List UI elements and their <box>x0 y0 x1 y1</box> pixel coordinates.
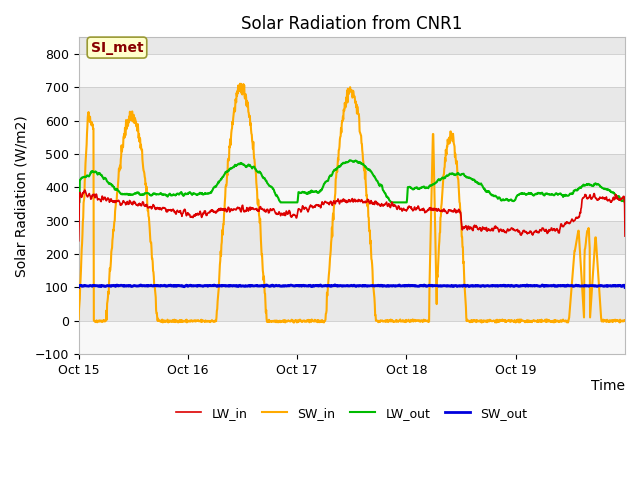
Bar <box>79 87 625 120</box>
Bar <box>79 254 625 288</box>
Text: Time: Time <box>591 380 625 394</box>
Title: Solar Radiation from CNR1: Solar Radiation from CNR1 <box>241 15 463 33</box>
Legend: LW_in, SW_in, LW_out, SW_out: LW_in, SW_in, LW_out, SW_out <box>172 402 532 424</box>
Bar <box>79 154 625 187</box>
Bar <box>79 288 625 321</box>
Y-axis label: Solar Radiation (W/m2): Solar Radiation (W/m2) <box>15 115 29 276</box>
Bar <box>79 221 625 254</box>
Bar <box>79 21 625 54</box>
Bar <box>79 321 625 354</box>
Text: SI_met: SI_met <box>91 41 143 55</box>
Bar <box>79 54 625 87</box>
Bar <box>79 120 625 154</box>
Bar <box>79 187 625 221</box>
